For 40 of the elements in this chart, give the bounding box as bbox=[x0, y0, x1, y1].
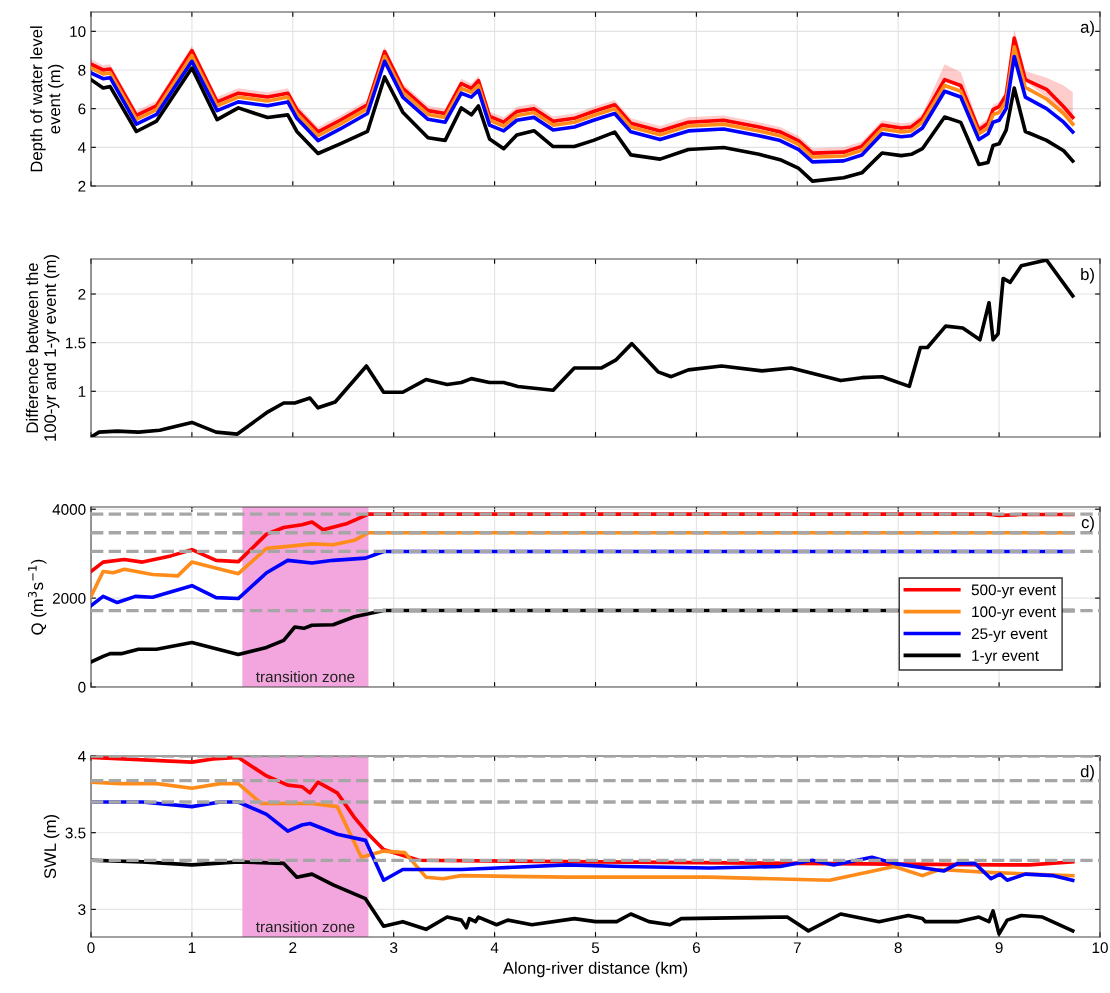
y-tick-label: 4 bbox=[77, 142, 86, 153]
y-axis-title: Difference between the 100-yr and 1-yr event (m) bbox=[25, 255, 60, 441]
y-axis-title: Depth of water level event (m) bbox=[30, 26, 64, 172]
x-tick-label: 5 bbox=[591, 942, 600, 954]
y-tick-label: 4000 bbox=[52, 504, 86, 515]
y-tick-label: 0 bbox=[78, 681, 86, 693]
y-tick-label: 2 bbox=[78, 180, 86, 192]
y-tick-label: 6 bbox=[78, 103, 86, 115]
y-tick-label: 4 bbox=[77, 751, 86, 762]
legend-label: 25-yr event bbox=[971, 628, 1048, 643]
x-tick-label: 9 bbox=[995, 942, 1003, 954]
band-label: transition zone bbox=[255, 920, 355, 933]
x-tick-label: 7 bbox=[793, 942, 801, 953]
x-tick-label: 2 bbox=[289, 942, 297, 953]
x-tick-label: 0 bbox=[87, 942, 95, 954]
y-tick-label: 1 bbox=[78, 386, 86, 397]
x-tick-label: 3 bbox=[390, 942, 398, 954]
y-tick-label: 8 bbox=[78, 64, 86, 76]
band-label: transition zone bbox=[255, 670, 355, 683]
legend-label: 100-yr event bbox=[972, 606, 1056, 621]
y-axis-title: Q (m$^{3}$s$^{−1}$) bbox=[27, 559, 47, 635]
annotation: c) bbox=[1081, 516, 1094, 532]
y-tick-label: 3 bbox=[78, 904, 86, 916]
x-axis-title: Along-river distance (km) bbox=[502, 961, 688, 978]
y-tick-label: 1.5 bbox=[66, 337, 86, 349]
y-tick-label: 2 bbox=[78, 288, 86, 300]
x-tick-label: 1 bbox=[188, 942, 196, 953]
x-tick-label: 6 bbox=[692, 942, 700, 954]
y-tick-label: 10 bbox=[70, 26, 86, 38]
x-tick-label: 8 bbox=[894, 942, 902, 954]
y-tick-label: 2000 bbox=[52, 592, 86, 604]
x-tick-label: 10 bbox=[1092, 942, 1108, 954]
annotation: d) bbox=[1080, 765, 1094, 781]
legend-label: 1-yr event bbox=[972, 650, 1039, 664]
y-axis-title: SWL (m) bbox=[43, 814, 60, 879]
annotation: b) bbox=[1081, 267, 1094, 284]
legend-label: 500-yr event bbox=[971, 584, 1056, 599]
y-tick-label: 3.5 bbox=[65, 827, 86, 839]
x-tick-label: 4 bbox=[490, 942, 499, 953]
annotation: a) bbox=[1080, 20, 1094, 37]
